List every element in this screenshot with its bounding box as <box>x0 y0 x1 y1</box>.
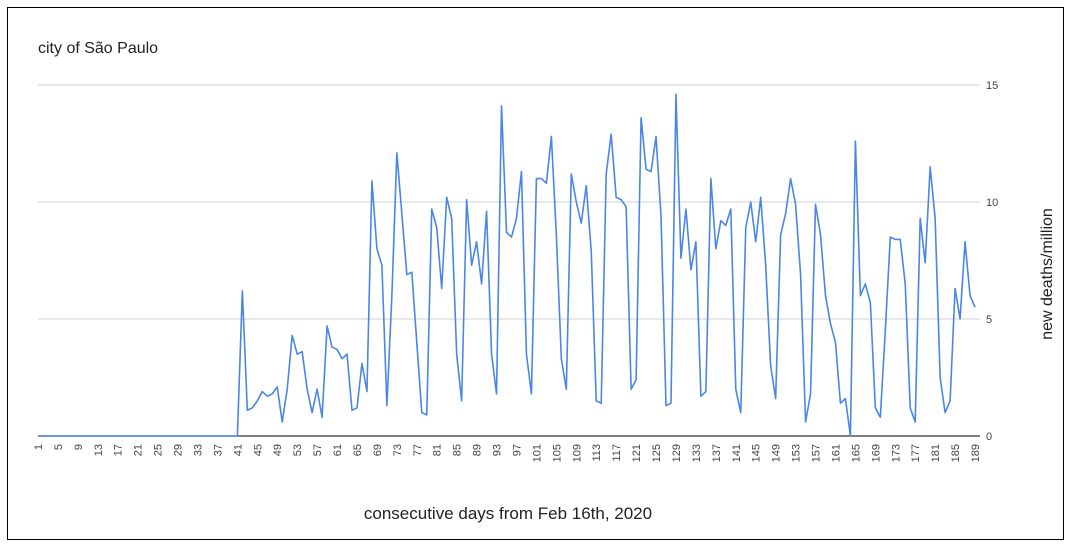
y-axis-label: new deaths/million <box>1039 208 1056 340</box>
x-tick-label: 153 <box>791 444 803 462</box>
x-tick-label: 93 <box>492 444 504 456</box>
x-tick-label: 17 <box>113 444 125 456</box>
x-tick-label: 41 <box>232 444 244 456</box>
x-tick-label: 25 <box>153 444 165 456</box>
x-tick-label: 173 <box>890 444 902 462</box>
x-tick-label: 161 <box>830 444 842 462</box>
x-tick-label: 189 <box>970 444 982 462</box>
x-tick-label: 181 <box>930 444 942 462</box>
x-tick-label: 113 <box>591 444 603 462</box>
x-tick-label: 53 <box>292 444 304 456</box>
x-tick-label: 29 <box>173 444 185 456</box>
x-tick-label: 97 <box>511 444 523 456</box>
y-tick-label: 0 <box>986 431 992 443</box>
y-axis-ticks: 0 5 10 15 <box>986 80 998 443</box>
x-tick-label: 185 <box>950 444 962 462</box>
x-tick-label: 125 <box>651 444 663 462</box>
y-tick-label: 15 <box>986 80 998 92</box>
x-axis-ticks: 1 5 9 13 17 21 25 29 33 37 41 45 49 53 57 61 65 69 73 77 81 8… <box>33 444 982 462</box>
chart-title: city of São Paulo <box>38 40 159 57</box>
series-layer <box>38 93 976 437</box>
x-tick-label: 137 <box>711 444 723 462</box>
x-tick-label: 169 <box>870 444 882 462</box>
x-tick-label: 5 <box>53 444 65 450</box>
x-tick-label: 49 <box>272 444 284 456</box>
x-tick-label: 141 <box>731 444 743 462</box>
x-tick-label: 45 <box>252 444 264 456</box>
x-tick-label: 89 <box>472 444 484 456</box>
x-tick-label: 57 <box>312 444 324 456</box>
x-tick-label: 1 <box>33 444 45 450</box>
x-tick-label: 129 <box>671 444 683 462</box>
x-tick-label: 121 <box>631 444 643 462</box>
x-tick-label: 65 <box>352 444 364 456</box>
x-tick-label: 117 <box>611 444 623 462</box>
x-tick-label: 81 <box>432 444 444 456</box>
x-tick-label: 37 <box>212 444 224 456</box>
x-tick-label: 105 <box>551 444 563 462</box>
x-tick-label: 177 <box>910 444 922 462</box>
x-tick-label: 73 <box>392 444 404 456</box>
x-tick-label: 77 <box>412 444 424 456</box>
x-tick-label: 145 <box>751 444 763 462</box>
x-tick-label: 149 <box>771 444 783 462</box>
x-tick-label: 85 <box>452 444 464 456</box>
x-tick-label: 21 <box>133 444 145 456</box>
x-tick-label: 61 <box>332 444 344 456</box>
x-tick-label: 157 <box>811 444 823 462</box>
x-tick-label: 165 <box>850 444 862 462</box>
series-line-0 <box>38 93 976 437</box>
x-tick-label: 133 <box>691 444 703 462</box>
y-tick-label: 5 <box>986 314 992 326</box>
x-tick-label: 101 <box>531 444 543 462</box>
x-tick-label: 69 <box>372 444 384 456</box>
x-tick-label: 9 <box>73 444 85 450</box>
x-tick-label: 13 <box>93 444 105 456</box>
x-tick-label: 109 <box>571 444 583 462</box>
x-tick-label: 33 <box>192 444 204 456</box>
x-axis-label: consecutive days from Feb 16th, 2020 <box>363 504 653 523</box>
y-tick-label: 10 <box>986 197 998 209</box>
